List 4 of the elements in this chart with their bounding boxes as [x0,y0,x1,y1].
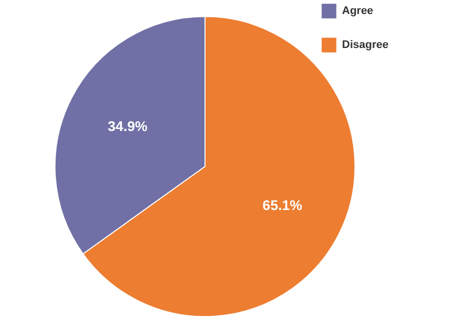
data-label: 34.9% [108,118,148,134]
legend-label: Agree [342,5,374,17]
data-label: 65.1% [262,197,303,214]
legend-label: Disagree [342,39,388,51]
